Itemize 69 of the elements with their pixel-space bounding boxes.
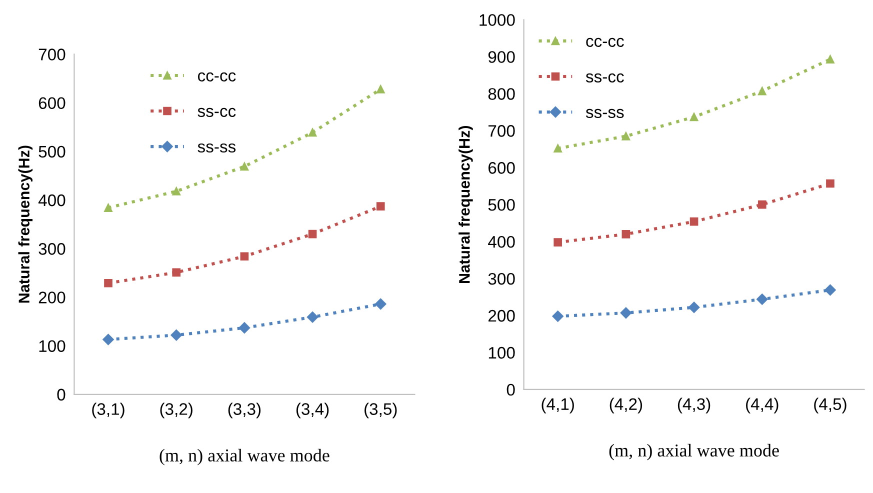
point	[172, 187, 181, 196]
y-tick-label: 700	[38, 48, 66, 60]
point	[308, 128, 317, 137]
y-tick-label: 600	[488, 162, 515, 174]
legend-label: cc-cc	[198, 72, 236, 82]
y-tick-label: 100	[488, 346, 515, 359]
y-tick-label: 200	[488, 310, 515, 322]
y-tick-label: 400	[488, 236, 515, 248]
x-tick-label: (4,1)	[542, 398, 574, 414]
point	[104, 204, 112, 212]
point	[826, 179, 834, 188]
point	[554, 238, 562, 246]
point	[690, 217, 698, 226]
x-tick-label: (3,4)	[296, 402, 329, 418]
point	[690, 112, 698, 122]
y-axis-title: Natural frequency(Hz)	[18, 146, 33, 303]
point	[170, 330, 182, 341]
x-tick-label: (4,4)	[746, 398, 778, 414]
point	[824, 284, 836, 296]
legend-label: cc-cc	[586, 38, 624, 47]
point	[240, 162, 249, 171]
x-tick-label: (4,3)	[678, 398, 710, 414]
y-tick-label: 200	[38, 292, 66, 304]
point	[758, 86, 766, 96]
point	[376, 85, 385, 94]
y-tick-label: 500	[38, 146, 66, 158]
point	[756, 294, 768, 305]
x-tick-label: (3,5)	[364, 402, 397, 418]
point	[622, 230, 630, 238]
y-tick-label: 500	[488, 198, 515, 211]
point	[104, 278, 112, 288]
y-tick-label: 100	[39, 340, 66, 352]
y-tick-label: 600	[38, 97, 66, 110]
x-tick-label: (4,2)	[610, 398, 642, 414]
point	[376, 202, 385, 210]
x-tick-label: (3,3)	[228, 402, 261, 418]
y-tick-label: 300	[38, 243, 66, 255]
point	[238, 322, 250, 334]
y-tick-label: 400	[38, 194, 66, 206]
x-axis-title: (m, n) axial wave mode	[160, 448, 330, 466]
point	[688, 302, 700, 313]
point	[306, 312, 318, 323]
point	[552, 310, 564, 322]
y-tick-label: 0	[506, 384, 515, 396]
point	[308, 230, 317, 238]
y-tick-label: 700	[488, 125, 515, 137]
x-tick-label: (3,2)	[160, 402, 192, 418]
x-axis-title: (m, n) axial wave mode	[609, 444, 779, 460]
legend-label: ss-cc	[198, 108, 236, 118]
legend-label: ss-ss	[198, 143, 236, 153]
point	[172, 268, 181, 277]
point	[240, 252, 249, 261]
y-tick-label: 300	[488, 272, 515, 285]
y-tick-label: 0	[57, 388, 66, 401]
legend-label: ss-cc	[586, 73, 624, 82]
legend-label: ss-ss	[586, 108, 624, 118]
point	[620, 307, 632, 319]
x-tick-label: (4,5)	[814, 398, 846, 414]
y-tick-label: 1000	[480, 14, 515, 26]
point	[554, 144, 562, 153]
point	[622, 132, 630, 140]
point	[375, 298, 386, 310]
y-tick-label: 800	[488, 88, 515, 100]
point	[758, 200, 766, 209]
point	[826, 55, 834, 64]
x-tick-label: (3,1)	[92, 402, 124, 418]
point	[102, 334, 114, 346]
y-tick-label: 900	[488, 51, 515, 63]
y-axis-title: Natural frequency(Hz)	[458, 126, 473, 283]
